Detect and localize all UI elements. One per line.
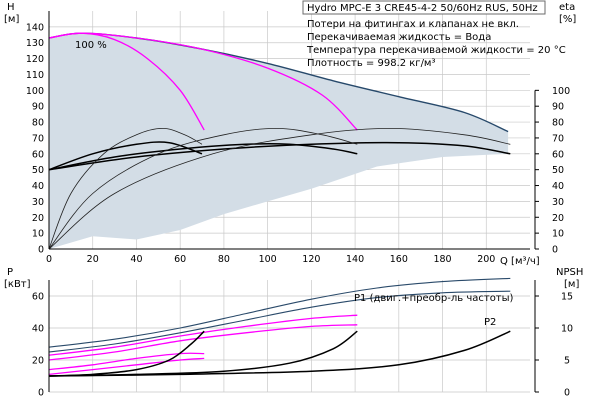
pump-curve-line (48, 142, 358, 171)
head-xtick-label: 60 (174, 254, 186, 265)
eta-ytick-label: 70 (552, 133, 564, 144)
head-xtick-label: 80 (218, 254, 230, 265)
head-xtick-label: 0 (46, 254, 52, 265)
power-ticks: 0 20 40 60 0 5 10 15 (32, 292, 573, 399)
power-curve-line (48, 277, 511, 348)
eta-ytick-label: 50 (552, 165, 564, 176)
power-ytick-label: 20 (32, 356, 44, 367)
head-ytick-label: 10 (32, 229, 44, 240)
speed-curve-line (48, 324, 358, 361)
eta-ytick-label: 90 (552, 102, 564, 113)
head-ytick-label: 50 (32, 165, 44, 176)
power-panel: 0 20 40 60 0 5 10 15 P [кВт] NPSH [м] P1 (двиг.… (4, 267, 583, 399)
eta-ylabel-symbol: eta (559, 2, 575, 13)
p2-series-label: P2 (484, 317, 496, 328)
eta-ytick-label: 30 (552, 197, 564, 208)
head-curves (48, 32, 511, 250)
power-ytick-label: 60 (32, 292, 44, 303)
head-ytick-label: 90 (32, 102, 44, 113)
operating-area (49, 33, 509, 250)
speed-curve-line (48, 352, 205, 371)
power-axes (48, 280, 539, 393)
head-xtick-label: 140 (346, 254, 364, 265)
eta-ytick-label: 60 (552, 149, 564, 160)
legend-box: Hydro MPC-E 3 CRE45-4-2 50/60Hz RUS, 50H… (302, 0, 566, 69)
head-axes (48, 11, 539, 250)
head-ytick-label: 60 (32, 149, 44, 160)
power-ylabel-unit: [кВт] (4, 279, 31, 290)
head-xtick-label: 180 (433, 254, 451, 265)
npsh-ylabel-unit: [м] (564, 279, 579, 290)
npsh-ytick-label: 5 (564, 356, 570, 367)
head-xtick-label: 200 (477, 254, 495, 265)
eta-ytick-label: 20 (552, 213, 564, 224)
head-ticks: 0 20 40 60 80 100 120 140 160 180 2000102030405060… (26, 22, 570, 265)
power-curves (48, 277, 511, 377)
speed-curve-line (48, 314, 358, 356)
head-ylabel-unit: [м] (4, 14, 19, 25)
head-ytick-label: 100 (26, 86, 44, 97)
legend-line-liquid: Перекачиваемая жидкость = Вода (307, 32, 491, 43)
p1-series-label: P1 (двиг.+преобр-ль частоты) (354, 293, 514, 304)
head-xtick-label: 20 (87, 254, 99, 265)
head-ytick-label: 20 (32, 213, 44, 224)
power-ytick-label: 0 (38, 388, 44, 399)
head-ytick-label: 120 (26, 54, 44, 65)
eta-ytick-label: 100 (552, 86, 570, 97)
power-ytick-label: 40 (32, 324, 44, 335)
flow-xlabel: Q [м³/ч] (500, 256, 540, 267)
head-ytick-label: 40 (32, 181, 44, 192)
head-ytick-label: 140 (26, 22, 44, 33)
pump-curve-line (48, 330, 511, 377)
speed-curve-line (48, 32, 358, 131)
eta-ytick-label: 0 (552, 245, 558, 256)
head-ytick-label: 130 (26, 38, 44, 49)
speed-annotation: 100 % (75, 40, 107, 51)
power-curve-line (48, 290, 511, 353)
npsh-ytick-label: 0 (564, 388, 570, 399)
head-xtick-label: 100 (259, 254, 277, 265)
eta-ylabel-unit: [%] (559, 14, 576, 25)
eta-ytick-label: 80 (552, 118, 564, 129)
legend-line-fittings: Потери на фитингах и клапанах не вкл. (307, 19, 519, 30)
efficiency-curve-line (48, 127, 511, 250)
npsh-ylabel-symbol: NPSH (556, 267, 583, 278)
legend-line-density: Плотность = 998.2 кг/м³ (307, 58, 436, 69)
head-ytick-label: 110 (26, 70, 44, 81)
head-xtick-label: 160 (390, 254, 408, 265)
power-ylabel-symbol: P (7, 267, 13, 278)
legend-title: Hydro MPC-E 3 CRE45-4-2 50/60Hz RUS, 50H… (307, 3, 538, 14)
npsh-ytick-label: 15 (561, 292, 573, 303)
npsh-ytick-label: 10 (561, 324, 573, 335)
head-xtick-label: 40 (130, 254, 142, 265)
head-ytick-label: 30 (32, 197, 44, 208)
head-ytick-label: 80 (32, 118, 44, 129)
eta-ytick-label: 40 (552, 181, 564, 192)
pump-curve-line (48, 141, 511, 171)
head-xtick-label: 120 (302, 254, 320, 265)
legend-line-temperature: Температура перекачиваемой жидкости = 20… (306, 45, 566, 56)
head-panel: 0 20 40 60 80 100 120 140 160 180 2000102030405060… (4, 0, 576, 267)
head-ytick-label: 0 (38, 245, 44, 256)
efficiency-curve-line (48, 127, 358, 250)
head-ylabel-symbol: H (7, 2, 15, 13)
pump-curve-line (48, 141, 203, 171)
speed-curve-line (48, 357, 205, 376)
efficiency-curve-line (48, 127, 203, 250)
head-ytick-label: 70 (32, 133, 44, 144)
eta-ytick-label: 10 (552, 229, 564, 240)
